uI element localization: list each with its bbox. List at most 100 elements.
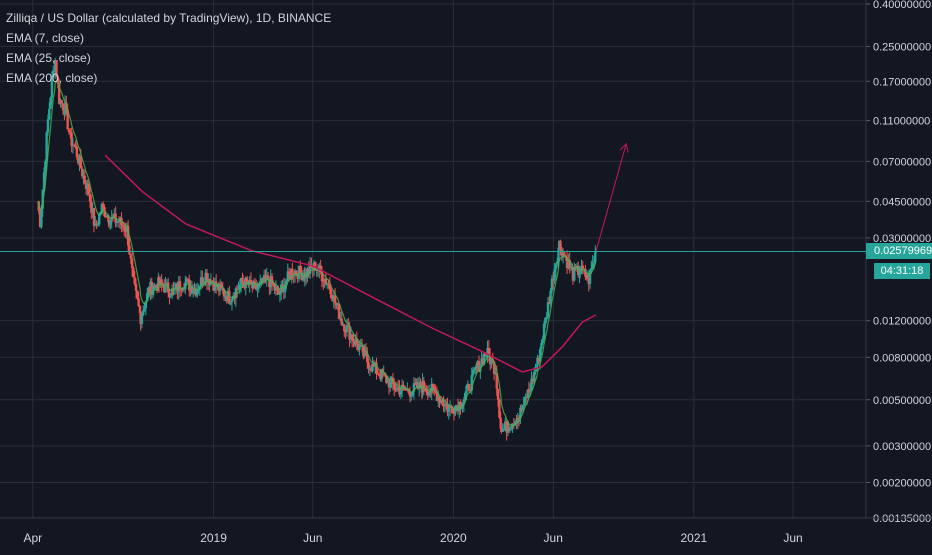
candle-body [494, 373, 497, 375]
x-tick-label: 2021 [680, 531, 707, 545]
candle-body [426, 391, 429, 396]
candle-body [490, 359, 493, 365]
candle-body [57, 83, 61, 104]
candle-body [189, 286, 192, 291]
candle-body [463, 392, 467, 400]
candle-body [222, 290, 226, 297]
candle-body [277, 288, 280, 295]
candle-body [429, 391, 432, 393]
candle-body [80, 168, 84, 177]
candle-body [87, 183, 90, 194]
candle-body [382, 373, 385, 375]
candle-body [128, 245, 131, 255]
candle-body [193, 288, 196, 291]
candle-body [504, 421, 507, 429]
candle-body [270, 276, 274, 285]
candle-body [174, 283, 178, 289]
candle-body [447, 408, 450, 412]
candle-body [239, 278, 243, 285]
candle-body [546, 302, 550, 318]
candle-body [336, 303, 339, 306]
candle-body [137, 298, 140, 306]
candle-body [164, 283, 167, 293]
candle-body [139, 313, 142, 324]
candle-body [45, 132, 48, 162]
candle-body [492, 361, 496, 374]
candle-body [368, 368, 372, 370]
candle-body [507, 427, 510, 431]
candle-body [542, 323, 546, 339]
candle-body [437, 396, 440, 401]
candle-body [344, 331, 347, 333]
last-price-label: 0.02579969 [866, 242, 932, 259]
candle-body [550, 278, 554, 291]
indicator-ema-200[interactable]: EMA (200, close) [6, 71, 98, 85]
candle-body [94, 223, 97, 226]
candle-body [297, 265, 301, 279]
candle-body [44, 161, 47, 173]
candle-body [104, 216, 107, 218]
y-tick-label: 0.00200000 [873, 478, 931, 490]
candle-body [201, 277, 204, 285]
candle-body [176, 283, 179, 292]
candle-body [407, 389, 410, 393]
candle-body [523, 396, 526, 406]
candle-body [462, 399, 466, 405]
y-tick-label: 0.17000000 [873, 76, 931, 88]
candle-body [95, 223, 98, 226]
y-tick-label: 0.11000000 [873, 116, 930, 128]
candle-body [241, 281, 245, 283]
x-tick-label: 2020 [440, 531, 467, 545]
candle-body [367, 362, 370, 370]
candle-body [107, 215, 110, 223]
candle-body [541, 338, 544, 344]
candle-body [559, 240, 562, 250]
countdown-label: 04:31:18 [874, 262, 930, 279]
candle-body [100, 203, 104, 214]
candle-body [347, 325, 350, 327]
candle-body [42, 172, 46, 190]
candle-body [578, 273, 581, 276]
candle-body [217, 284, 220, 292]
candle-body [454, 405, 457, 414]
candle-body [371, 363, 374, 371]
candle-body [320, 272, 324, 282]
candle-body [411, 391, 414, 396]
candle-body [105, 215, 109, 217]
x-tick-label: Apr [24, 531, 43, 545]
candle-body [377, 373, 381, 376]
candle-body [473, 368, 476, 370]
candle-body [82, 175, 85, 177]
candle-body [376, 373, 380, 375]
candle-body [460, 407, 464, 409]
candle-body [554, 264, 558, 270]
candle-body [577, 265, 580, 276]
candle-body [396, 387, 400, 389]
candle-body [442, 403, 445, 407]
candle-body [228, 290, 231, 304]
candle-body [395, 387, 399, 391]
candle-body [540, 343, 543, 350]
candle-body [168, 292, 171, 297]
ema-7-line [36, 80, 597, 427]
y-tick-label: 0.00500000 [873, 395, 931, 407]
candle-body [484, 353, 487, 355]
candle-body [531, 378, 535, 382]
candle-body [251, 284, 254, 289]
candle-body [281, 284, 284, 286]
candle-body [536, 357, 539, 366]
candle-body [278, 293, 282, 295]
indicator-ema-7[interactable]: EMA (7, close) [6, 31, 85, 45]
y-tick-label: 0.00300000 [873, 441, 931, 453]
candle-body [366, 354, 369, 363]
candle-body [480, 358, 483, 366]
candle-body [78, 156, 81, 164]
candle-body [584, 269, 587, 277]
indicator-ema-25[interactable]: EMA (25, close) [6, 51, 91, 65]
candle-body [79, 156, 83, 169]
candle-body [221, 287, 224, 291]
candle-body [495, 373, 498, 389]
